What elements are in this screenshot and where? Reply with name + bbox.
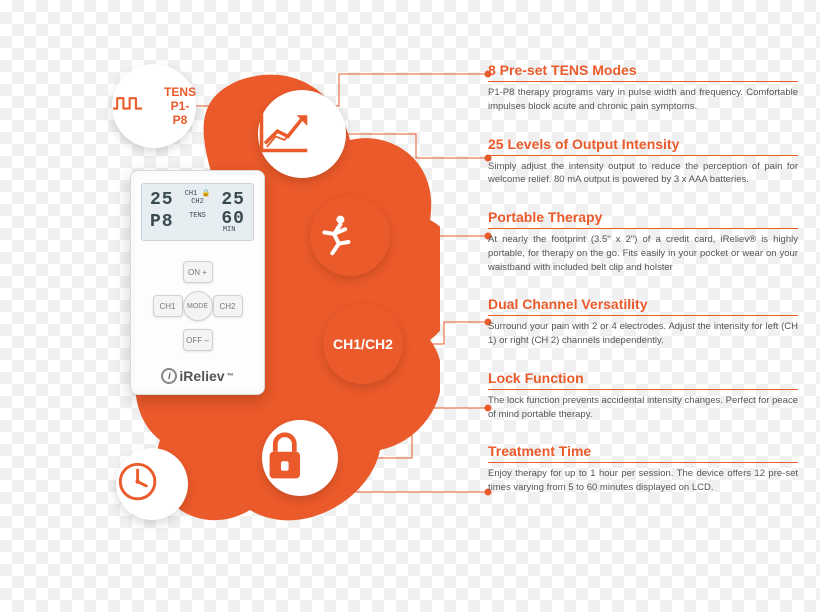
lcd-screen: 25 CH1 🔒 CH2 25 P8 TENS 60 MIN <box>141 183 254 241</box>
lcd-mode-label: TENS <box>182 212 214 234</box>
feature-body: Surround your pain with 2 or 4 electrode… <box>488 320 798 348</box>
ch2-button[interactable]: CH2 <box>213 295 243 317</box>
feature-body: The lock function prevents accidental in… <box>488 394 798 422</box>
feature-bubble-lvls <box>258 90 346 178</box>
pulse-icon <box>112 93 164 119</box>
feature-bubble-run <box>310 196 390 276</box>
bubble-label: CH1/CH2 <box>333 336 393 352</box>
lcd-ch1-value: 25 <box>150 190 182 212</box>
feature-block: 25 Levels of Output Intensity Simply adju… <box>488 136 798 188</box>
feature-list: 8 Pre-set TENS Modes P1-P8 therapy progra… <box>488 62 798 517</box>
feature-bubble-clock <box>116 448 188 520</box>
mode-button[interactable]: MODE <box>183 291 213 321</box>
feature-bubble-ch: CH1/CH2 <box>323 304 403 384</box>
feature-block: 8 Pre-set TENS Modes P1-P8 therapy progra… <box>488 62 798 114</box>
lcd-center-top: CH1 🔒 CH2 <box>182 190 214 212</box>
feature-title: Lock Function <box>488 370 798 390</box>
bubble-label: TENS P1-P8 <box>164 85 196 127</box>
feature-body: P1-P8 therapy programs vary in pulse wid… <box>488 86 798 114</box>
runner-icon <box>310 210 390 263</box>
feature-title: 8 Pre-set TENS Modes <box>488 62 798 82</box>
lock-icon <box>262 429 338 487</box>
feature-body: Enjoy therapy for up to 1 hour per sessi… <box>488 467 798 495</box>
clock-icon <box>116 460 188 508</box>
feature-bubble-lock <box>262 420 338 496</box>
feature-bubble-tens: TENS P1-P8 <box>112 64 196 148</box>
on-button[interactable]: ON + <box>183 261 213 283</box>
feature-block: Dual Channel Versatility Surround your pa… <box>488 296 798 348</box>
device-logo: iiReliev™ <box>161 368 233 384</box>
device-dpad: ON + CH1 MODE CH2 OFF – <box>153 261 243 351</box>
feature-body: Simply adjust the intensity output to re… <box>488 160 798 188</box>
feature-title: Treatment Time <box>488 443 798 463</box>
lcd-program: P8 <box>150 212 182 234</box>
ireliev-device: 25 CH1 🔒 CH2 25 P8 TENS 60 MIN ON + CH1 … <box>130 170 265 395</box>
feature-block: Treatment Time Enjoy therapy for up to 1 … <box>488 443 798 495</box>
feature-title: Dual Channel Versatility <box>488 296 798 316</box>
feature-title: Portable Therapy <box>488 209 798 229</box>
feature-title: 25 Levels of Output Intensity <box>488 136 798 156</box>
chart-icon <box>258 110 346 159</box>
feature-body: At nearly the footprint (3.5" x 2") of a… <box>488 233 798 274</box>
off-button[interactable]: OFF – <box>183 329 213 351</box>
ch1-button[interactable]: CH1 <box>153 295 183 317</box>
feature-block: Lock Function The lock function prevents … <box>488 370 798 422</box>
feature-block: Portable Therapy At nearly the footprint … <box>488 209 798 274</box>
lcd-time: 60 MIN <box>213 212 245 234</box>
